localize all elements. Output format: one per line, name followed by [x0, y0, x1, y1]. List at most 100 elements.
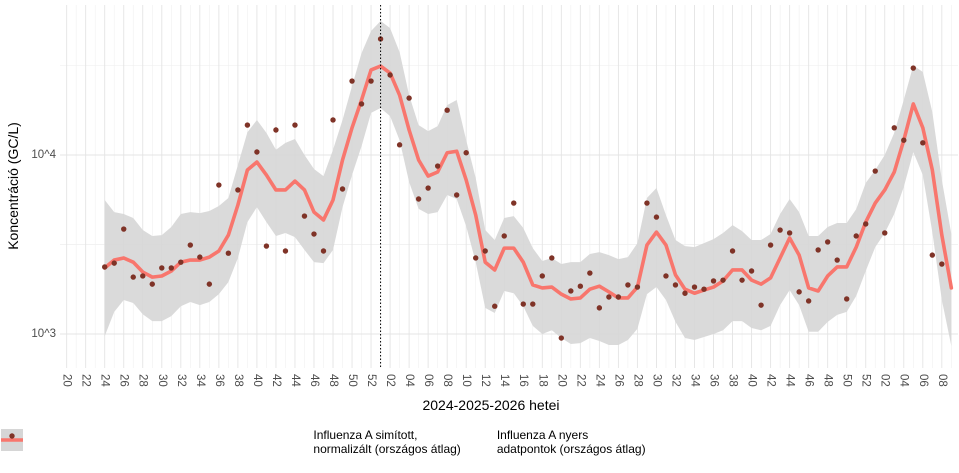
legend: Influenza A simított, normalizált (orszá… [0, 428, 959, 456]
legend-entry: Influenza A simított, normalizált (orszá… [1, 428, 461, 456]
x-axis-title: 2024-2025-2026 hetei [422, 397, 559, 413]
data-point [786, 230, 793, 236]
x-tick-label: 40 [251, 374, 263, 387]
x-tick-label: 18 [536, 374, 548, 387]
y-tick-label: 10^4 [31, 149, 56, 161]
legend-dot [9, 433, 15, 439]
data-point [244, 122, 251, 128]
data-point [891, 125, 897, 131]
data-point [920, 140, 926, 146]
data-point [197, 254, 203, 260]
x-tick-label: 08 [936, 374, 948, 387]
data-point [330, 117, 336, 123]
x-tick-label: 46 [803, 374, 815, 387]
data-point [425, 185, 431, 191]
data-point [320, 248, 327, 254]
data-point [444, 107, 450, 113]
x-tick-label: 38 [727, 374, 739, 387]
data-point [815, 247, 821, 253]
data-point [482, 248, 488, 254]
data-point [558, 335, 565, 341]
data-point [691, 284, 698, 290]
data-point [206, 281, 213, 287]
chart: 2024-2025-2026 hetei Koncentráció (GC/L)… [5, 5, 958, 413]
x-tick-label: 48 [822, 374, 834, 387]
x-tick-label: 34 [688, 374, 700, 387]
data-point [549, 255, 555, 261]
data-point [939, 261, 945, 267]
x-tick-label: 52 [860, 374, 872, 387]
data-point [625, 282, 631, 288]
data-point [748, 268, 755, 274]
data-point [615, 294, 622, 300]
x-tick-label: 22 [80, 374, 92, 387]
x-tick-label: 02 [879, 374, 891, 387]
data-point [663, 273, 669, 279]
legend-entry: Influenza A nyers adatpontok (országos á… [9, 428, 646, 456]
data-point [834, 257, 840, 263]
x-tick-label: 20 [555, 374, 567, 387]
x-tick-label: 38 [232, 374, 244, 387]
data-point [511, 200, 517, 206]
data-point [102, 264, 108, 270]
x-tick-label: 06 [917, 374, 929, 387]
confidence-band [104, 20, 952, 347]
data-point [311, 231, 317, 237]
data-point [863, 221, 869, 227]
x-tick-label: 44 [289, 374, 301, 387]
data-point [672, 282, 679, 288]
data-point [473, 255, 479, 261]
data-point [149, 281, 155, 287]
data-point [929, 252, 936, 258]
legend-key [9, 433, 15, 439]
data-point [225, 250, 232, 256]
data-point [653, 214, 660, 220]
data-point [901, 137, 907, 143]
data-point [882, 230, 888, 236]
data-point [254, 149, 260, 155]
data-point [301, 213, 308, 219]
data-point [292, 122, 298, 128]
x-tick-label: 24 [99, 374, 111, 387]
data-point [187, 242, 194, 248]
x-tick-label: 14 [498, 374, 510, 387]
x-tick-label: 04 [898, 374, 910, 387]
data-point [273, 127, 279, 133]
x-tick-label: 36 [707, 374, 719, 387]
data-point [339, 186, 346, 192]
data-point [501, 233, 507, 239]
x-tick-label: 42 [765, 374, 777, 387]
x-tick-label: 30 [650, 374, 662, 387]
data-point [159, 265, 165, 271]
data-point [111, 260, 117, 266]
x-tick-label: 26 [118, 374, 130, 387]
data-point [130, 274, 136, 280]
data-point [387, 72, 393, 78]
data-point [872, 168, 878, 174]
y-axis-title: Koncentráció (GC/L) [5, 122, 21, 250]
data-point [606, 294, 612, 300]
x-tick-label: 02 [384, 374, 396, 387]
x-tick-label: 26 [612, 374, 624, 387]
grid [60, 5, 958, 368]
x-tick-label: 08 [441, 374, 453, 387]
data-point [140, 273, 146, 279]
x-tick-label: 04 [403, 374, 415, 387]
x-tick-label: 16 [517, 374, 529, 387]
data-point [644, 200, 650, 206]
data-point [415, 196, 422, 202]
x-tick-label: 06 [422, 374, 434, 387]
legend-label: Influenza A nyers adatpontok (országos á… [496, 428, 646, 456]
x-tick-label: 52 [365, 374, 377, 387]
data-point [767, 242, 774, 248]
x-tick-label: 44 [784, 374, 796, 387]
data-point [434, 163, 441, 169]
data-point [682, 290, 688, 296]
data-point [492, 303, 498, 309]
data-point [701, 286, 707, 292]
x-tick-label: 28 [631, 374, 643, 387]
x-tick-label: 50 [346, 374, 358, 387]
x-tick-label: 24 [593, 374, 605, 387]
x-tick-label: 46 [308, 374, 320, 387]
y-tick-label: 10^3 [31, 328, 56, 340]
